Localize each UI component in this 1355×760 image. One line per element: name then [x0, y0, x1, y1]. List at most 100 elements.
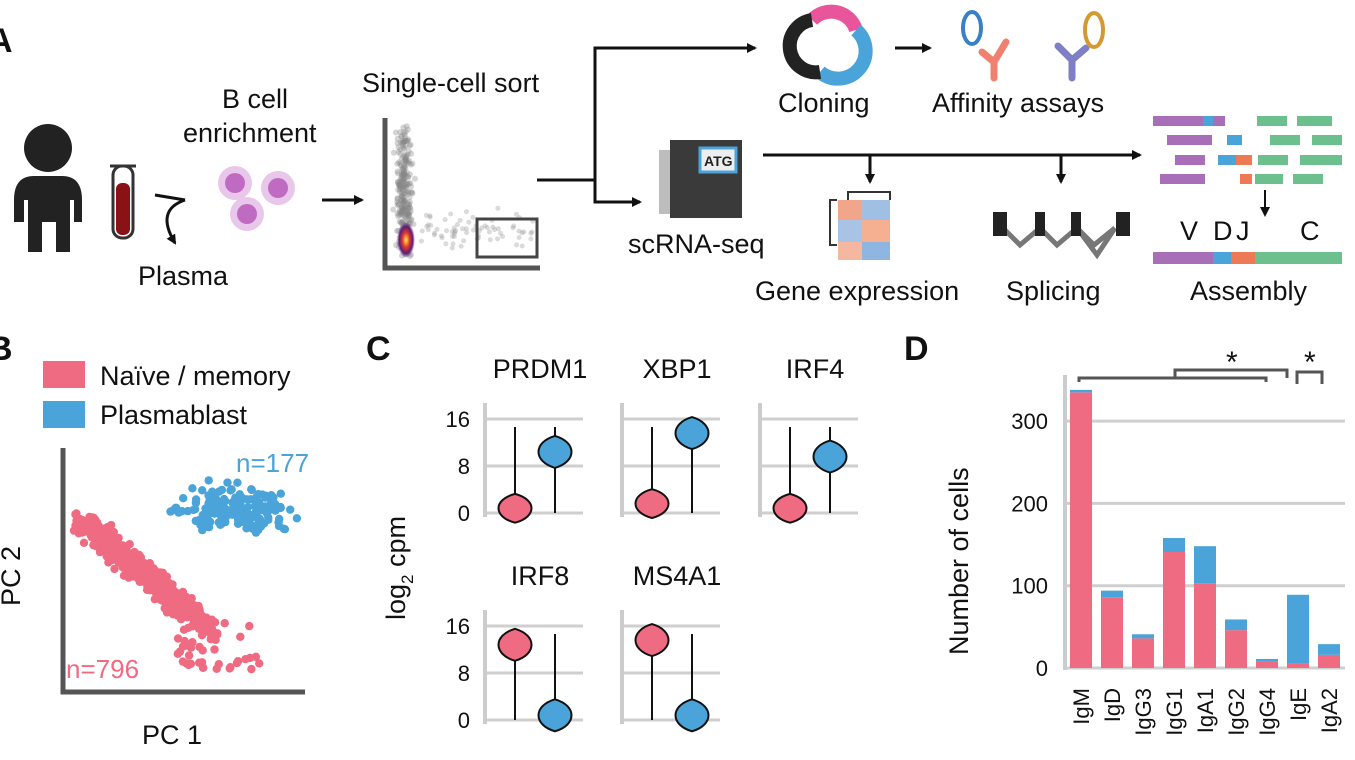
facs-dot: [405, 214, 412, 220]
pca-point-naive: [233, 657, 243, 666]
pca-point-naive: [197, 658, 207, 667]
facs-dot: [396, 188, 403, 195]
bar-category-label: IgE: [1286, 688, 1311, 721]
pca-point-naive: [197, 631, 207, 640]
bar-igd-naive: [1101, 597, 1123, 668]
pca-point-plasma: [233, 478, 242, 487]
facs-dot: [400, 177, 406, 184]
facs-dot: [495, 236, 500, 242]
facs-dot: [529, 229, 535, 235]
facs-dot: [396, 178, 403, 185]
facs-dot: [394, 195, 401, 202]
facs-dot: [404, 137, 411, 144]
star-1: *: [1226, 346, 1238, 379]
facs-dot: [399, 192, 406, 199]
facs-dot: [404, 200, 411, 207]
facs-dot: [398, 184, 405, 191]
facs-dot: [399, 206, 406, 213]
facs-dot: [404, 180, 411, 187]
facs-dot: [399, 204, 406, 211]
facs-dot: [397, 160, 404, 167]
pca-point-naive: [143, 578, 152, 587]
pca-point-plasma: [286, 505, 295, 514]
facs-dot: [397, 146, 404, 153]
facs-dot: [405, 209, 411, 216]
bar-ytick: 100: [1011, 574, 1048, 599]
significance-brackets: [1077, 368, 1324, 384]
pca-point-naive: [236, 632, 245, 641]
facs-dot: [401, 168, 408, 175]
pca-point-naive: [120, 563, 129, 573]
pca-point-naive: [135, 550, 144, 560]
facs-dot: [399, 210, 406, 217]
pca-point-plasma: [228, 498, 237, 507]
panel-d-tag: D: [904, 330, 929, 368]
facs-dot: [404, 212, 411, 219]
facs-dot: [401, 182, 408, 189]
pca-point-naive: [150, 595, 159, 604]
facs-dot: [394, 179, 401, 186]
facs-dot: [490, 224, 496, 230]
facs-dot: [401, 203, 408, 210]
facs-dot: [399, 198, 406, 205]
pca-point-naive: [157, 596, 166, 605]
facs-dot: [425, 227, 431, 233]
facs-dot: [399, 133, 405, 140]
facs-dot: [528, 230, 534, 236]
facs-dot: [406, 217, 412, 224]
panel-a-tag: A: [0, 22, 13, 60]
facs-dot: [470, 227, 476, 233]
facs-dot: [451, 225, 457, 231]
assembled-contig: [1153, 252, 1342, 264]
bar-igg2-naive: [1225, 630, 1247, 668]
pca-point-naive: [151, 566, 160, 575]
facs-dot: [428, 222, 434, 228]
violin-body: [674, 698, 710, 733]
pca-point-naive: [173, 634, 183, 643]
facs-dot: [397, 176, 404, 182]
pca-point-naive: [173, 649, 182, 658]
facs-dot: [404, 158, 411, 165]
pca-point-naive: [247, 664, 256, 674]
facs-dot: [460, 226, 466, 232]
violin-body: [812, 439, 848, 474]
bar-igg4-plasma: [1256, 658, 1278, 662]
facs-dot: [400, 124, 407, 131]
pca-point-plasma: [191, 495, 201, 504]
facs-dot: [395, 170, 402, 177]
facs-dot: [397, 180, 403, 187]
facs-dot: [401, 213, 408, 220]
pca-point-naive: [188, 638, 197, 647]
bar-ytick: 200: [1011, 491, 1048, 516]
facs-dot: [418, 238, 424, 244]
pca-point-naive: [177, 589, 186, 599]
pca-point-plasma: [220, 496, 230, 506]
bar-ytick: 300: [1011, 409, 1048, 434]
assembly-label: Assembly: [1190, 276, 1308, 306]
facs-dot: [400, 198, 407, 205]
facs-dot: [439, 235, 445, 241]
facs-dot: [399, 175, 405, 182]
bar-category-label: IgG1: [1162, 688, 1187, 736]
facs-dot: [396, 181, 403, 188]
facs-dot: [394, 210, 401, 217]
facs-dot: [452, 231, 457, 237]
facs-dot: [451, 234, 457, 240]
pca-point-naive: [102, 552, 111, 561]
facs-dot: [399, 139, 406, 146]
facs-dot: [400, 142, 407, 149]
facs-dot: [397, 129, 404, 135]
violin-body: [537, 434, 573, 469]
facs-dot: [395, 149, 402, 155]
facs-dot: [516, 235, 522, 240]
pca-point-plasma: [229, 508, 238, 517]
facs-dot: [404, 137, 411, 144]
pca-point-naive: [122, 544, 131, 553]
pca-point-plasma: [292, 514, 302, 523]
facs-dot: [394, 198, 401, 205]
pca-point-naive: [135, 568, 144, 577]
facs-dot: [402, 138, 408, 144]
pca-point-naive: [125, 571, 134, 580]
facs-dot: [396, 207, 403, 214]
facs-dot: [408, 216, 415, 223]
